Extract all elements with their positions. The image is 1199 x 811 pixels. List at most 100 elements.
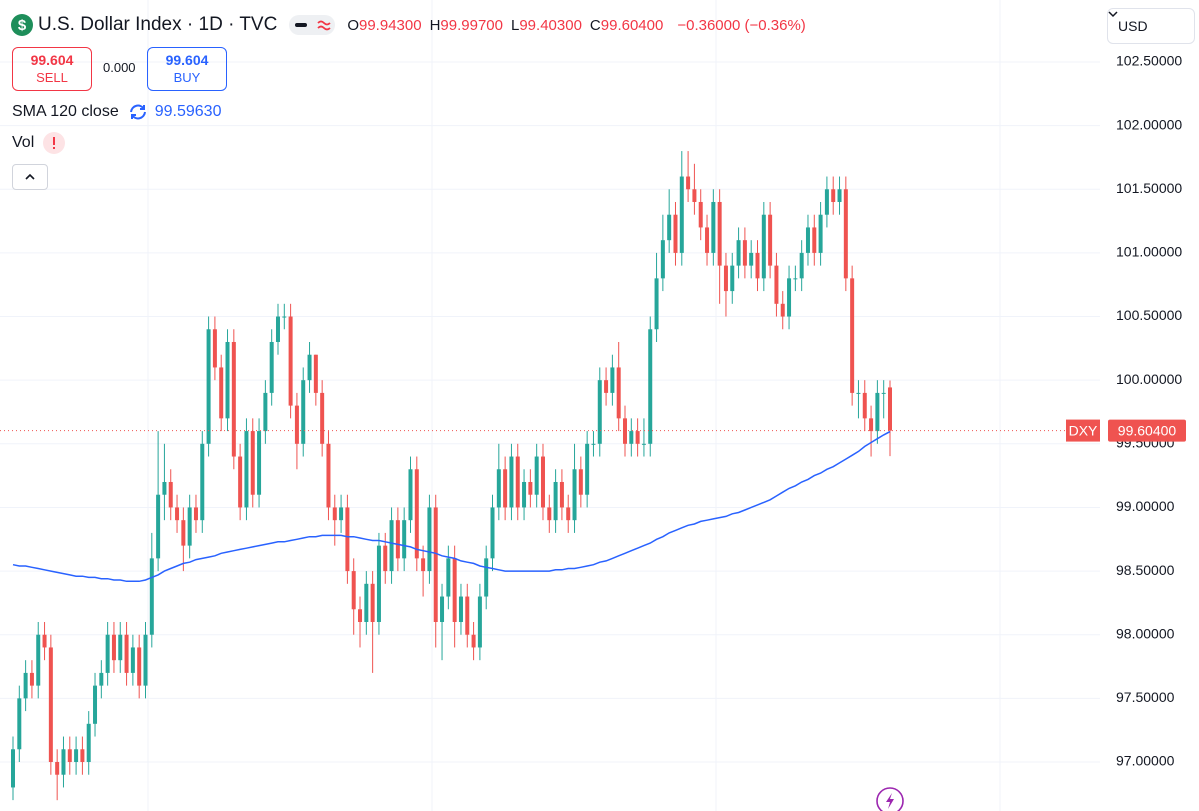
candle-body [212,329,217,368]
candle-body [496,469,501,508]
candle-body [339,507,344,521]
candle-body [320,392,325,444]
candle-body [187,507,192,546]
candle-body [515,456,520,508]
candle-body [698,201,703,228]
candle-body [326,443,331,508]
indicator-value: 99.59630 [154,103,222,120]
candle-body [888,387,892,431]
volume-legend: Vol [12,132,66,154]
candle-body [383,545,388,572]
collapse-button[interactable] [12,164,48,190]
candle-body [692,189,697,202]
candle-body [742,240,747,266]
candle-body [648,329,653,444]
ohlc-key: L [511,16,520,34]
candle-body [641,443,646,445]
y-tick-label: 101.50000 [1116,180,1182,196]
dropdown-arrow [1108,11,1118,18]
candle-body [471,634,476,648]
candle-body [364,583,369,622]
candle-body [294,405,299,444]
candle-body [402,520,407,559]
sell-label: SELL [36,70,68,85]
candle-body [705,227,710,253]
candle-body [307,354,312,381]
symbol-title: U.S. Dollar Index · 1D · TVC [38,14,278,35]
candle-body [768,214,773,266]
candle-body [572,469,577,521]
candle-body [723,265,728,292]
candle-body [408,469,413,521]
lightning-icon[interactable] [875,786,905,811]
candle-body [623,418,628,444]
candle-body [856,392,861,394]
ohlc-legend: O99.94300 H99.99700 L99.40300 C99.60400 [347,17,671,34]
candle-body [490,507,495,559]
candle-body [80,749,85,762]
candle-body [484,558,489,597]
y-tick-label: 100.50000 [1116,307,1182,323]
candle-body [36,634,41,686]
candle-body [74,749,79,762]
y-tick-label: 102.50000 [1116,53,1182,69]
candle-body [118,634,123,661]
ohlc-item: C99.60400 [590,17,663,34]
candle-body [869,418,874,432]
candle-body [604,380,609,393]
y-tick-label: 100.00000 [1116,371,1182,387]
currency-icon: $ [11,14,33,36]
candle-body [711,201,716,253]
candle-body [629,431,634,444]
candle-body [288,316,293,406]
candle-body [730,265,735,292]
candle-body [200,443,205,521]
candle-body [168,481,173,508]
candle-body [591,443,596,445]
candle-body [11,749,15,788]
candle-body [679,176,684,253]
price-badge: 99.60400 [1118,422,1177,438]
indicator-name: SMA 120 close [12,103,119,120]
chart-mode-pill[interactable] [289,15,336,35]
candle-body [787,278,792,317]
ohlc-key: H [429,16,441,34]
sell-button[interactable]: 99.604 SELL [12,47,92,91]
candle-body [824,189,829,215]
candle-body [774,265,779,304]
candle-body [812,227,817,253]
candle-body [446,558,451,597]
candle-body [332,507,337,521]
ohlc-item: H99.99700 [430,17,503,34]
candle-body [67,749,72,762]
candle-body [263,392,268,432]
ohlc-value: 99.40300 [519,16,582,34]
candle-body [793,278,798,280]
sell-price: 99.604 [30,52,74,68]
candle-body [673,214,678,253]
candle-body [29,672,34,686]
candle-body [597,380,602,444]
candle-body [376,545,381,622]
y-tick-label: 99.00000 [1116,498,1175,514]
ohlc-item: O99.94300 [347,17,421,34]
candle-body [686,176,691,190]
candle-body [717,201,722,266]
y-tick-label: 97.00000 [1116,753,1175,769]
currency-dropdown[interactable]: USD [1107,8,1195,44]
ohlc-value: 99.99700 [440,16,503,34]
candle-body [805,227,810,253]
candle-body [421,558,426,572]
buy-button[interactable]: 99.604 BUY [147,47,227,91]
candle-body [156,494,161,559]
candle-body [225,341,230,419]
spread: 0.000 [103,60,136,75]
candle-body [181,520,186,546]
candle-body [105,634,110,673]
candle-body [149,558,154,635]
candle-body [42,634,47,648]
candle-body [61,749,66,775]
candle-body [143,634,148,686]
candle-body [749,252,754,266]
